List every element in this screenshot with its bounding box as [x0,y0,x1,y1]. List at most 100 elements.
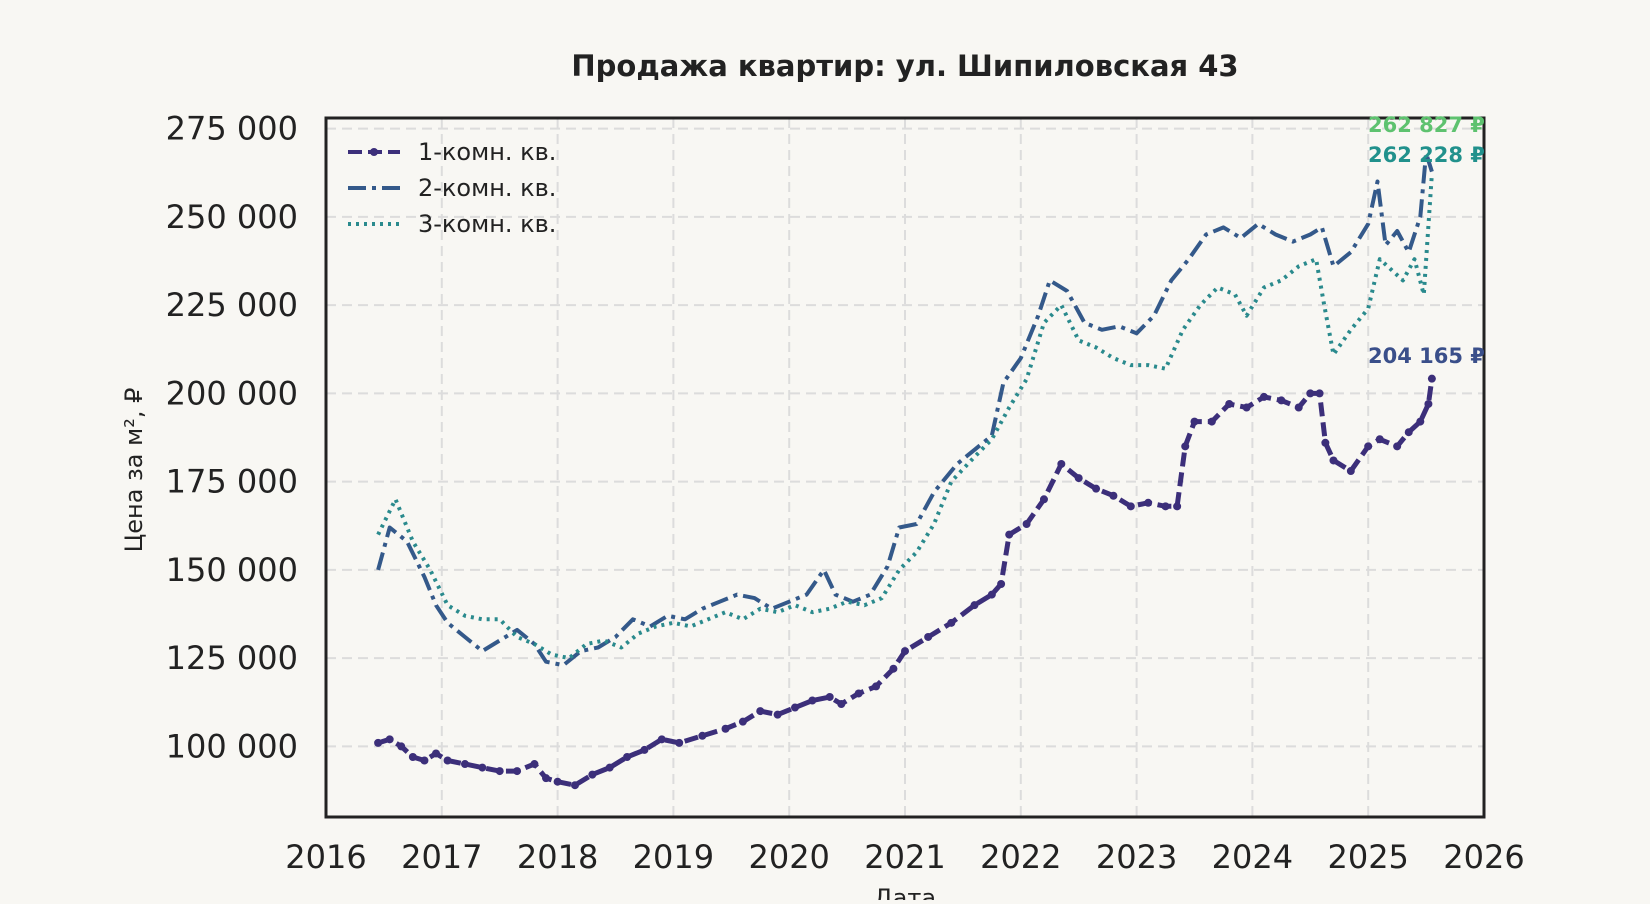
x-tick-label: 2024 [1212,838,1293,876]
series-1-point [924,632,933,641]
series-1-point [854,689,863,698]
legend: 1-комн. кв. 2-комн. кв. 3-комн. кв. [348,138,556,238]
series-1-point [553,777,562,786]
legend-label: 2-комн. кв. [418,174,556,202]
series-1-point [1294,403,1303,412]
series-1-point [478,763,487,772]
x-axis-ticks: 2016 2017 2018 2019 2020 2021 2022 2023 2024 2025… [285,838,1524,876]
end-value-label: 262 827 ₽ [1368,113,1485,137]
series-1-point [542,774,551,783]
series-1-point [588,770,597,779]
x-tick-label: 2020 [748,838,829,876]
y-tick-label: 125 000 [166,639,298,677]
series-1-point [1022,519,1031,528]
y-tick-label: 275 000 [166,110,298,148]
end-value-label: 262 228 ₽ [1368,143,1485,167]
series-1-point [825,692,834,701]
series-1-point [808,696,817,705]
series-1-point [570,781,579,790]
series-1-point [605,763,614,772]
x-tick-label: 2023 [1096,838,1177,876]
series-1-point [721,724,730,733]
grid [325,118,1485,817]
series-1-point [385,735,394,744]
series-1-point [374,738,383,747]
series-1-point [657,735,666,744]
series-1-point [460,760,469,769]
series-1-point [1074,474,1083,483]
series-1-point [1225,399,1234,408]
legend-label: 1-комн. кв. [418,138,556,166]
annotations: 262 827 ₽ 262 228 ₽ 204 165 ₽ [1368,113,1485,368]
series-1-point [640,745,649,754]
series-1-point [1315,389,1324,398]
y-tick-label: 200 000 [166,374,298,412]
series-1-point [889,664,898,673]
series-1-point [756,707,765,716]
series-1-point [1427,374,1436,383]
series-1-point [530,760,539,769]
series-1-point [1109,491,1118,500]
series-1-point [1346,467,1355,476]
series-1-point [1329,456,1338,465]
series-1-point [623,752,632,761]
series-1-point [1393,442,1402,451]
chart-title: Продажа квартир: ул. Шипиловская 43 [571,49,1238,83]
series-1-point [1306,389,1315,398]
series-1-point [1181,442,1190,451]
x-tick-label: 2016 [285,838,366,876]
series-1-point [443,756,452,765]
series-layer [374,151,1436,790]
series-1-point [947,618,956,627]
series-line-3 [376,173,1434,661]
series-1-point [495,767,504,776]
x-tick-label: 2018 [517,838,598,876]
series-line-2 [376,151,1434,668]
series-1-point [1207,417,1216,426]
series-1-point [1277,396,1286,405]
series-1-point [1057,459,1066,468]
x-tick-label: 2019 [633,838,714,876]
series-1-point [397,742,406,751]
series-1-point [901,647,909,656]
x-tick-label: 2017 [401,838,482,876]
y-tick-label: 100 000 [166,727,298,765]
series-1-point [738,717,747,726]
series-1-point [1161,502,1170,511]
y-tick-label: 175 000 [166,463,298,501]
series-1-point [513,767,522,776]
series-1-point [1144,498,1153,507]
y-tick-label: 150 000 [166,551,298,589]
series-1-point [837,700,846,709]
y-tick-label: 225 000 [166,286,298,324]
y-axis-ticks: 100 000 125 000 150 000 175 000 200 000 225 0… [166,110,298,766]
series-1-point [408,752,417,761]
series-1-point [970,601,979,610]
series-1-point [872,682,881,691]
series-1-point [1092,484,1101,493]
end-value-label: 204 165 ₽ [1368,344,1485,368]
series-1-point [1126,502,1135,511]
series-1-point [1364,442,1373,451]
series-1-point [675,738,684,747]
series-1-point [1416,417,1425,426]
series-1-point [790,703,799,712]
series-1-point [773,710,782,719]
x-tick-label: 2025 [1327,838,1408,876]
legend-label: 3-комн. кв. [418,210,556,238]
series-1-point [1173,502,1182,511]
y-tick-label: 250 000 [166,198,298,236]
series-1-point [1039,495,1048,504]
y-axis-label: Цена за м², ₽ [120,388,148,553]
x-tick-label: 2021 [864,838,945,876]
series-1-point [420,756,429,765]
series-1-point [1424,399,1433,408]
series-1-point [1321,438,1330,447]
series-1-point [1375,435,1384,444]
series-1-point [1242,403,1251,412]
series-1-point [1259,392,1268,401]
x-tick-label: 2022 [980,838,1061,876]
x-axis-label: Дата [874,884,936,900]
